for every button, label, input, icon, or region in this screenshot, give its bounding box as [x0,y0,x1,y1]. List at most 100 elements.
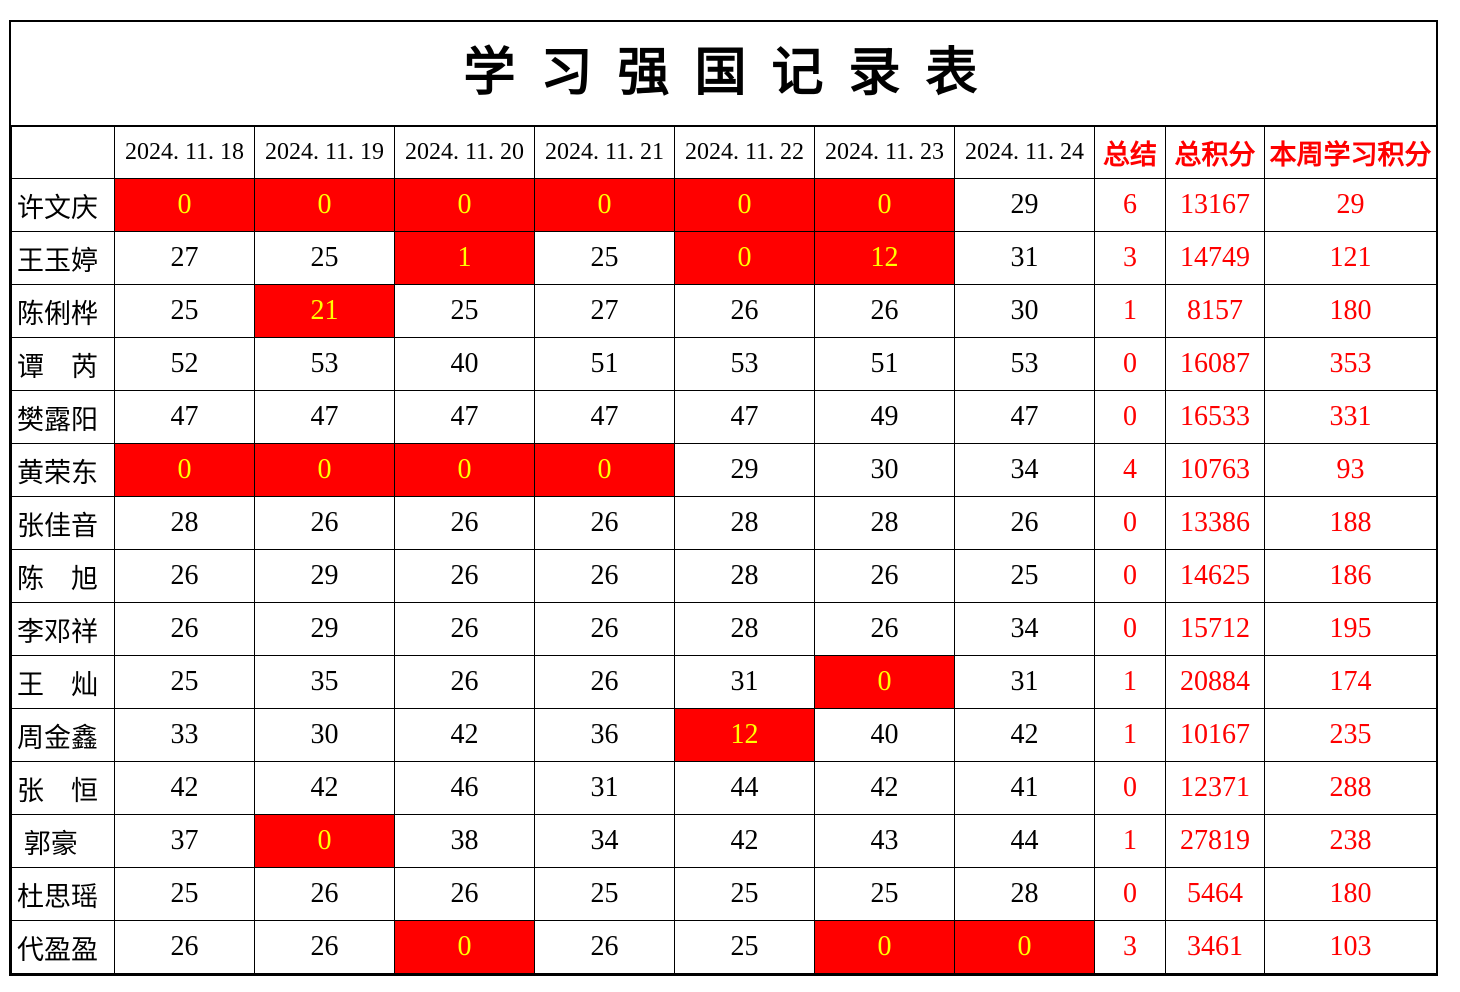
daily-score-cell[interactable]: 26 [114,549,255,603]
week-points-cell[interactable]: 331 [1264,390,1437,444]
summary-count-cell[interactable]: 4 [1094,443,1166,497]
summary-count-cell[interactable]: 3 [1094,231,1166,285]
date-header[interactable]: 2024. 11. 24 [954,126,1095,179]
summary-count-cell[interactable]: 1 [1094,655,1166,709]
daily-score-cell[interactable]: 30 [814,443,955,497]
daily-score-cell[interactable]: 28 [954,867,1095,921]
daily-score-cell[interactable]: 42 [114,761,255,815]
daily-score-cell[interactable]: 40 [394,337,535,391]
daily-score-cell[interactable]: 35 [254,655,395,709]
daily-score-cell[interactable]: 31 [954,655,1095,709]
week-points-cell[interactable]: 29 [1264,178,1437,232]
daily-score-cell[interactable]: 28 [114,496,255,550]
daily-score-cell[interactable]: 0 [814,178,955,232]
daily-score-cell[interactable]: 51 [534,337,675,391]
summary-count-cell[interactable]: 1 [1094,284,1166,338]
daily-score-cell[interactable]: 0 [114,178,255,232]
summary-count-cell[interactable]: 0 [1094,867,1166,921]
daily-score-cell[interactable]: 42 [394,708,535,762]
daily-score-cell[interactable]: 28 [674,602,815,656]
daily-score-cell[interactable]: 47 [254,390,395,444]
daily-score-cell[interactable]: 0 [254,443,395,497]
daily-score-cell[interactable]: 25 [534,867,675,921]
daily-score-cell[interactable]: 0 [674,178,815,232]
daily-score-cell[interactable]: 26 [114,602,255,656]
sheet-title[interactable]: 学 习 强 国 记 录 表 [11,22,1436,126]
week-points-cell[interactable]: 288 [1264,761,1437,815]
week-points-cell[interactable]: 238 [1264,814,1437,868]
daily-score-cell[interactable]: 47 [534,390,675,444]
daily-score-cell[interactable]: 0 [534,178,675,232]
daily-score-cell[interactable]: 26 [394,602,535,656]
total-points-cell[interactable]: 16087 [1165,337,1265,391]
daily-score-cell[interactable]: 34 [954,443,1095,497]
daily-score-cell[interactable]: 28 [814,496,955,550]
summary-count-cell[interactable]: 1 [1094,814,1166,868]
student-name-cell[interactable]: 王 灿 [11,655,115,709]
date-header[interactable]: 2024. 11. 22 [674,126,815,179]
daily-score-cell[interactable]: 25 [954,549,1095,603]
total-points-cell[interactable]: 20884 [1165,655,1265,709]
daily-score-cell[interactable]: 26 [674,284,815,338]
student-name-cell[interactable]: 郭豪 [11,814,115,868]
student-name-cell[interactable]: 谭 芮 [11,337,115,391]
total-points-cell[interactable]: 8157 [1165,284,1265,338]
date-header[interactable]: 2024. 11. 19 [254,126,395,179]
daily-score-cell[interactable]: 0 [394,443,535,497]
student-name-cell[interactable]: 许文庆 [11,178,115,232]
daily-score-cell[interactable]: 26 [394,549,535,603]
student-name-cell[interactable]: 樊露阳 [11,390,115,444]
daily-score-cell[interactable]: 33 [114,708,255,762]
daily-score-cell[interactable]: 0 [394,178,535,232]
daily-score-cell[interactable]: 0 [254,178,395,232]
daily-score-cell[interactable]: 47 [674,390,815,444]
daily-score-cell[interactable]: 25 [534,231,675,285]
week-points-cell[interactable]: 93 [1264,443,1437,497]
daily-score-cell[interactable]: 26 [534,496,675,550]
summary-count-cell[interactable]: 0 [1094,390,1166,444]
daily-score-cell[interactable]: 46 [394,761,535,815]
daily-score-cell[interactable]: 12 [674,708,815,762]
summary-count-cell[interactable]: 0 [1094,602,1166,656]
daily-score-cell[interactable]: 0 [954,920,1095,974]
student-name-cell[interactable]: 李邓祥 [11,602,115,656]
daily-score-cell[interactable]: 42 [814,761,955,815]
daily-score-cell[interactable]: 26 [534,920,675,974]
daily-score-cell[interactable]: 36 [534,708,675,762]
daily-score-cell[interactable]: 25 [114,284,255,338]
daily-score-cell[interactable]: 42 [674,814,815,868]
student-name-cell[interactable]: 陈俐桦 [11,284,115,338]
daily-score-cell[interactable]: 25 [674,920,815,974]
daily-score-cell[interactable]: 26 [394,655,535,709]
date-header[interactable]: 2024. 11. 21 [534,126,675,179]
total-points-cell[interactable]: 13167 [1165,178,1265,232]
daily-score-cell[interactable]: 1 [394,231,535,285]
student-name-cell[interactable]: 杜思瑶 [11,867,115,921]
daily-score-cell[interactable]: 26 [534,549,675,603]
daily-score-cell[interactable]: 44 [674,761,815,815]
daily-score-cell[interactable]: 29 [254,549,395,603]
week-points-cell[interactable]: 188 [1264,496,1437,550]
date-header[interactable]: 2024. 11. 18 [114,126,255,179]
daily-score-cell[interactable]: 47 [954,390,1095,444]
summary-header[interactable]: 总结 [1094,126,1166,179]
daily-score-cell[interactable]: 26 [394,867,535,921]
daily-score-cell[interactable]: 26 [534,655,675,709]
daily-score-cell[interactable]: 26 [254,867,395,921]
student-name-cell[interactable]: 黄荣东 [11,443,115,497]
daily-score-cell[interactable]: 25 [254,231,395,285]
daily-score-cell[interactable]: 25 [114,867,255,921]
daily-score-cell[interactable]: 30 [254,708,395,762]
daily-score-cell[interactable]: 26 [814,602,955,656]
daily-score-cell[interactable]: 38 [394,814,535,868]
total-points-cell[interactable]: 5464 [1165,867,1265,921]
daily-score-cell[interactable]: 28 [674,549,815,603]
daily-score-cell[interactable]: 25 [814,867,955,921]
week-points-cell[interactable]: 186 [1264,549,1437,603]
daily-score-cell[interactable]: 40 [814,708,955,762]
total-points-cell[interactable]: 14625 [1165,549,1265,603]
student-name-cell[interactable]: 陈 旭 [11,549,115,603]
daily-score-cell[interactable]: 42 [254,761,395,815]
daily-score-cell[interactable]: 25 [674,867,815,921]
daily-score-cell[interactable]: 29 [674,443,815,497]
